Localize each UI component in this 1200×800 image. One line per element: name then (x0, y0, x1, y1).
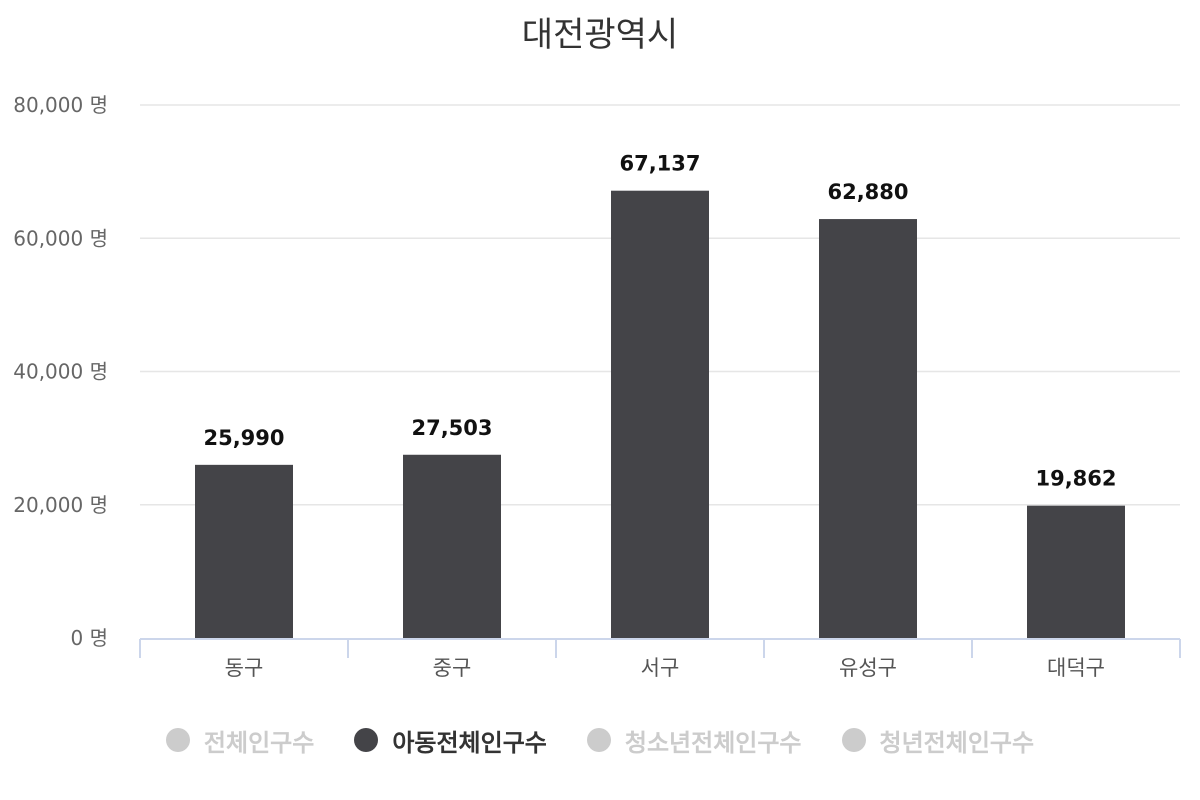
y-axis-ticks: 0 명 20,000 명 40,000 명 60,000 명 80,000 명 (13, 93, 108, 650)
data-label: 19,862 (1035, 467, 1116, 491)
bars (195, 190, 1125, 638)
data-label: 25,990 (203, 426, 284, 450)
data-label: 62,880 (827, 180, 908, 204)
bar[interactable] (819, 219, 917, 638)
chart-title: 대전광역시 (522, 15, 678, 55)
data-label: 67,137 (619, 152, 700, 176)
legend-marker-icon (354, 728, 379, 752)
legend-marker-icon (586, 728, 611, 752)
x-tick-label: 유성구 (839, 656, 897, 680)
legend-label: 청년전체인구수 (879, 728, 1035, 757)
legend-label: 청소년전체인구수 (624, 728, 802, 757)
x-tick-label: 중구 (433, 656, 472, 680)
x-tick-label: 서구 (641, 656, 680, 680)
bar[interactable] (195, 464, 293, 638)
x-axis: 동구 중구 서구 유성구 대덕구 (139, 638, 1181, 680)
x-tick-label: 대덕구 (1047, 656, 1105, 680)
legend-marker-icon (165, 728, 190, 752)
y-tick-label: 80,000 명 (13, 93, 108, 117)
legend-item-youth[interactable]: 청년전체인구수 (841, 723, 1035, 758)
legend-marker-icon (841, 728, 866, 752)
data-labels: 25,990 27,503 67,137 62,880 19,862 (203, 152, 1116, 491)
legend: 전체인구수 아동전체인구수 청소년전체인구수 청년전체인구수 (0, 718, 1200, 762)
y-tick-label: 20,000 명 (13, 493, 108, 517)
bar[interactable] (1027, 505, 1125, 638)
bar[interactable] (611, 190, 709, 638)
y-tick-label: 40,000 명 (13, 360, 108, 384)
data-label: 27,503 (411, 416, 492, 440)
bar[interactable] (403, 454, 501, 638)
legend-label: 아동전체인구수 (392, 728, 547, 757)
legend-item-teens[interactable]: 청소년전체인구수 (586, 723, 802, 758)
legend-item-children[interactable]: 아동전체인구수 (354, 723, 547, 758)
x-tick-label: 동구 (225, 656, 264, 680)
legend-item-total[interactable]: 전체인구수 (165, 723, 315, 758)
legend-label: 전체인구수 (203, 728, 315, 757)
y-tick-label: 0 명 (71, 626, 108, 650)
y-tick-label: 60,000 명 (13, 226, 108, 250)
